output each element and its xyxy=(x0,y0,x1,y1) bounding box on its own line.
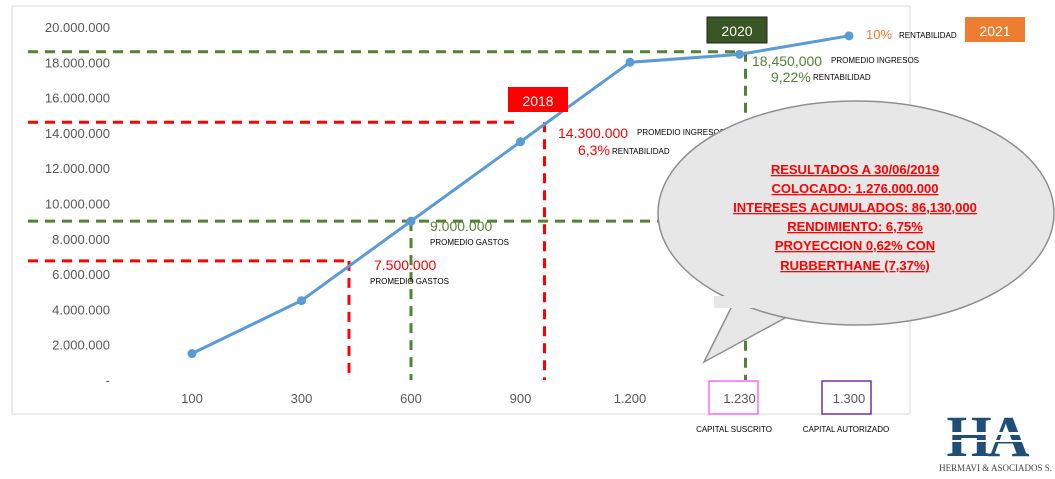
caption-capital-suscrito: CAPITAL SUSCRITO xyxy=(696,425,772,434)
annotation-pct: 9,22% xyxy=(771,69,811,85)
y-tick-label: 2.000.000 xyxy=(52,338,110,353)
annotation-14300000: 14.300.000 PROMEDIO INGRESOS 6,3% RENTAB… xyxy=(558,125,725,158)
badge-2020: 2020 xyxy=(706,16,768,44)
x-tick-label: 300 xyxy=(291,391,313,406)
x-tick-label: 1.230 xyxy=(723,391,756,406)
series-point xyxy=(735,49,744,59)
callout-line: COLOCADO: 1.276.000.000 xyxy=(772,181,939,196)
y-tick-label: 14.000.000 xyxy=(45,126,110,141)
y-tick-label: 12.000.000 xyxy=(45,161,110,176)
badge-2021: 2021 xyxy=(965,17,1025,42)
x-axis-ticks: 100 300 600 900 1.200 1.230 1.300 xyxy=(181,391,865,406)
annotation-pct-label: RENTABILIDAD xyxy=(612,147,670,156)
annotation-7500000: 7.500.000 PROMEDIO GASTOS xyxy=(370,257,449,286)
annotation-value: 18,450,000 xyxy=(752,53,822,69)
x-tick-label: 100 xyxy=(181,391,203,406)
annotation-10pct: 10% RENTABILIDAD xyxy=(866,27,957,42)
callout-line: RESULTADOS A 30/06/2019 xyxy=(771,162,939,177)
y-tick-label: 4.000.000 xyxy=(52,302,110,317)
badge-bg xyxy=(706,16,768,44)
badge-label: 2020 xyxy=(721,23,752,39)
annotation-label: PROMEDIO INGRESOS xyxy=(637,128,725,137)
badge-bg xyxy=(508,87,568,112)
annotation-pct: 10% xyxy=(866,27,892,42)
logo-stripe xyxy=(938,440,1034,442)
callout-bubble xyxy=(657,100,1055,326)
y-tick-label: - xyxy=(106,373,110,388)
series-points xyxy=(187,31,854,359)
badge-label: 2018 xyxy=(522,93,553,109)
annotation-pct-label: RENTABILIDAD xyxy=(813,73,871,82)
x-tick-label: 600 xyxy=(400,391,422,406)
caption-capital-autorizado: CAPITAL AUTORIZADO xyxy=(803,425,890,434)
annotation-value: 14.300.000 xyxy=(558,125,628,141)
annotation-value: 7.500.000 xyxy=(374,257,436,273)
callout-line: PROYECCION 0,62% CON xyxy=(775,238,935,253)
annotation-value: 9.000.000 xyxy=(430,218,492,234)
callout-line: RENDIMIENTO: 6,75% xyxy=(787,219,923,234)
results-callout: RESULTADOS A 30/06/2019 COLOCADO: 1.276.… xyxy=(657,100,1055,364)
y-tick-label: 10.000.000 xyxy=(45,197,110,212)
annotation-9000000: 9.000.000 PROMEDIO GASTOS xyxy=(430,218,509,247)
series-point xyxy=(516,137,525,147)
y-tick-label: 18.000.000 xyxy=(45,55,110,70)
callout-line: RUBBERTHANE (7,37%) xyxy=(780,258,930,273)
badge-label: 2021 xyxy=(979,23,1010,39)
x-tick-label: 1.300 xyxy=(833,391,866,406)
badge-2018: 2018 xyxy=(508,87,568,112)
logo-stripe xyxy=(938,432,1034,435)
x-tick-label: 900 xyxy=(510,391,532,406)
series-point xyxy=(844,31,854,41)
annotation-pct-label: RENTABILIDAD xyxy=(899,31,957,40)
y-axis-ticks: - 2.000.000 4.000.000 6.000.000 8.000.000 10.… xyxy=(45,20,110,388)
annotation-label: PROMEDIO GASTOS xyxy=(370,277,449,286)
annotation-18450000: 18,450,000 PROMEDIO INGRESOS 9,22% RENTA… xyxy=(752,53,919,85)
series-point xyxy=(297,296,306,306)
series-point xyxy=(406,216,416,226)
series-point xyxy=(625,57,635,67)
badge-bg xyxy=(965,17,1025,42)
company-logo: HA HERMAVI & ASOCIADOS S. xyxy=(938,404,1052,473)
tick-box-autorizado xyxy=(821,380,872,415)
tick-box-suscrito xyxy=(708,380,759,415)
logo-text: HERMAVI & ASOCIADOS S. xyxy=(939,463,1052,473)
x-tick-label: 1.200 xyxy=(614,391,647,406)
series-point xyxy=(187,349,197,359)
callout-line: INTERESES ACUMULADOS: 86,130,000 xyxy=(733,200,977,215)
annotation-label: PROMEDIO GASTOS xyxy=(430,238,509,247)
y-tick-label: 16.000.000 xyxy=(45,91,110,106)
y-tick-label: 8.000.000 xyxy=(52,232,110,247)
annotation-pct: 6,3% xyxy=(578,142,610,158)
logo-mark: HA xyxy=(947,404,1030,469)
y-tick-label: 6.000.000 xyxy=(52,267,110,282)
callout-joint xyxy=(714,296,772,308)
y-tick-label: 20.000.000 xyxy=(45,20,110,35)
annotation-label: PROMEDIO INGRESOS xyxy=(831,56,919,65)
